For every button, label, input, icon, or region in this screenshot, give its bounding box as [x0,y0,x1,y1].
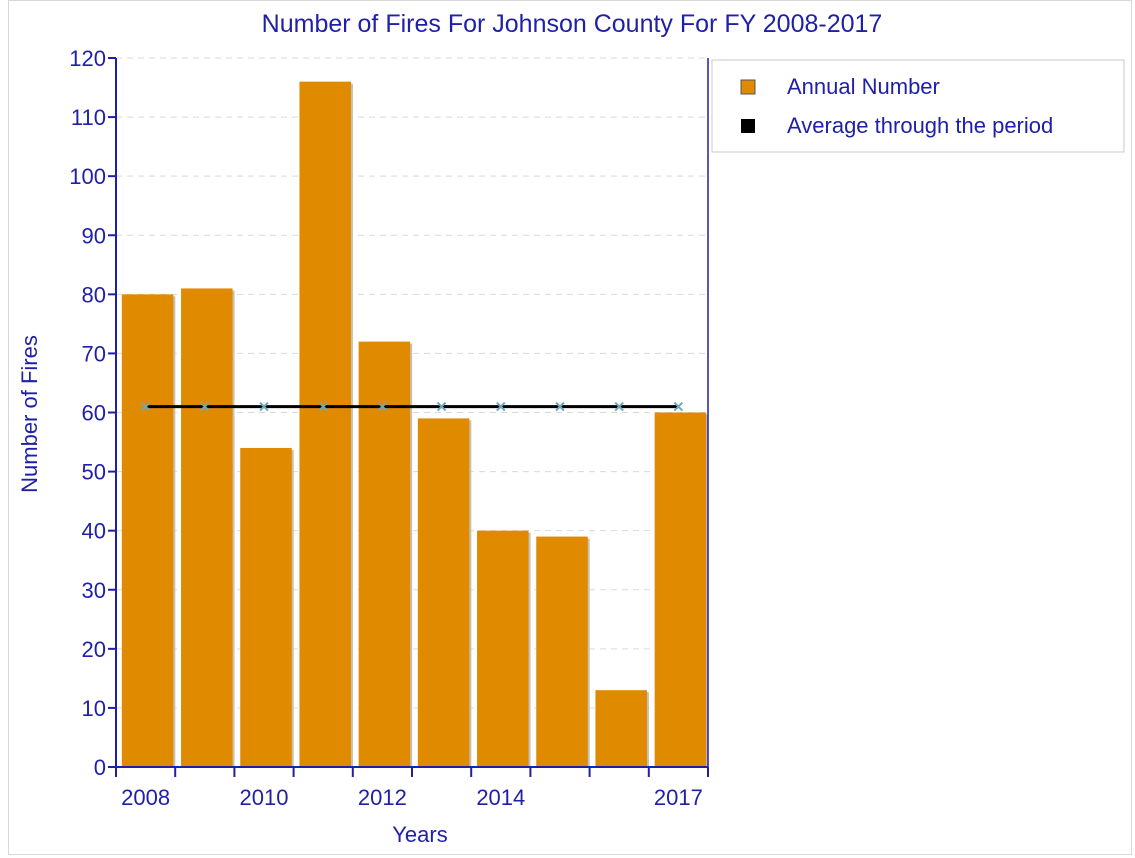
x-tick-label-2014: 2014 [476,785,525,810]
bar-2011 [299,81,351,768]
y-tick-label: 10 [82,696,106,721]
y-tick-label: 90 [82,223,106,248]
chart-title: Number of Fires For Johnson County For F… [262,10,883,38]
y-tick-label: 60 [82,401,106,426]
y-tick-label: 20 [82,637,106,662]
bar-2014 [477,530,529,767]
legend: Annual Number Average through the period [711,59,1125,153]
y-tick-label: 30 [82,578,106,603]
bar-2012 [358,341,411,767]
legend-swatch-average [741,119,755,133]
average-marker-2015 [555,401,565,412]
bar-2015 [536,536,588,767]
y-tick-label: 110 [71,105,106,130]
average-marker-2017 [673,401,684,412]
bar-2016 [595,690,647,767]
y-tick-label: 0 [94,755,106,780]
x-tick-label-2012: 2012 [358,785,407,810]
average-marker-2010 [259,401,269,412]
bar-2017 [654,412,707,767]
legend-swatch-annual [740,79,756,95]
chart-frame [8,0,1132,855]
y-tick-label: 80 [82,282,106,307]
legend-box [711,59,1125,153]
bar-2009 [181,288,233,767]
average-marker-2014 [496,401,506,412]
x-tick-label-2008: 2008 [121,785,170,810]
legend-label-annual: Annual Number [787,74,940,99]
y-tick-label: 40 [82,519,106,544]
x-axis-label: Years [392,822,447,847]
average-marker-2011 [318,401,328,412]
x-tick-label-2017: 2017 [654,785,703,810]
y-tick-label: 120 [69,46,106,71]
average-marker-2013 [436,401,447,412]
bar-2008 [121,294,174,767]
average-line-group [140,401,684,412]
bar-2010 [240,447,292,767]
y-tick-label: 50 [82,460,106,485]
bar-2013 [417,418,470,767]
average-marker-2012 [377,401,388,412]
bars-group [121,81,709,768]
average-marker-2016 [614,401,624,412]
y-tick-label: 70 [82,341,106,366]
axes-group: 0 10 20 30 40 50 60 70 80 90 100 110 120 2008 2010 2012… [69,46,709,810]
y-tick-label: 100 [69,164,106,189]
average-marker-2008 [140,401,151,412]
y-axis-label: Number of Fires [17,335,42,493]
legend-label-average: Average through the period [787,113,1053,138]
average-marker-2009 [200,401,210,412]
x-tick-label-2010: 2010 [240,785,289,810]
